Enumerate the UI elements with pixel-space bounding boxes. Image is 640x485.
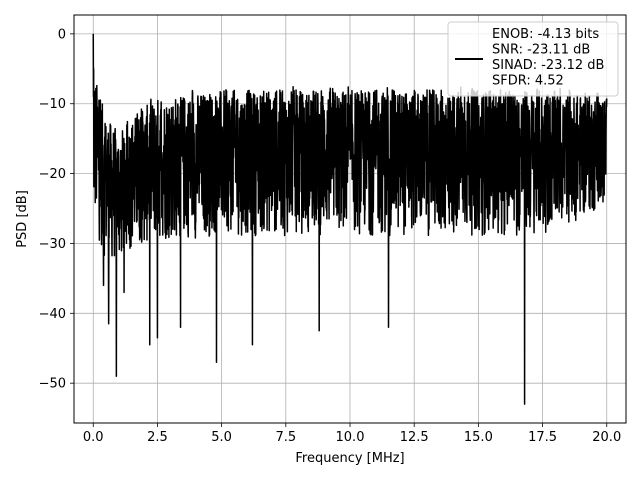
legend-line: ENOB: -4.13 bits bbox=[492, 27, 599, 42]
psd-series-line bbox=[92, 33, 608, 405]
y-tick-label: −30 bbox=[39, 237, 66, 252]
legend-box bbox=[447, 21, 619, 97]
x-tick-label: 10.0 bbox=[336, 430, 365, 445]
y-tick-label: −10 bbox=[39, 97, 66, 112]
x-tick-label: 12.5 bbox=[400, 430, 429, 445]
x-tick-label: 0.0 bbox=[83, 430, 104, 445]
x-axis-label: Frequency [MHz] bbox=[295, 451, 404, 466]
legend-line: SNR: -23.11 dB bbox=[492, 43, 590, 58]
x-tick-label: 17.5 bbox=[528, 430, 557, 445]
y-axis-label: PSD [dB] bbox=[15, 190, 30, 248]
legend-entry: ENOB: -4.13 bits SNR: -23.11 dB SINAD: -23… bbox=[492, 27, 604, 89]
y-tick-label: −50 bbox=[39, 377, 66, 392]
x-tick-label: 15.0 bbox=[464, 430, 493, 445]
x-tick-label: 5.0 bbox=[211, 430, 232, 445]
x-tick-label: 7.5 bbox=[275, 430, 296, 445]
plot-frame bbox=[73, 14, 627, 424]
y-tick-label: 0 bbox=[58, 27, 66, 42]
legend-line: SINAD: -23.12 dB bbox=[492, 58, 604, 73]
y-tick-label: −20 bbox=[39, 167, 66, 182]
x-axis-ticks: 0.0 2.5 5.0 7.5 10.0 12.5 15.0 17.5 20.0 bbox=[83, 423, 621, 445]
legend-line: SFDR: 4.52 bbox=[492, 74, 564, 89]
x-tick-label: 20.0 bbox=[592, 430, 621, 445]
y-axis-ticks: 0 −10 −20 −30 −40 −50 bbox=[39, 27, 74, 392]
y-tick-label: −40 bbox=[39, 307, 66, 322]
legend: ENOB: -4.13 bits SNR: -23.11 dB SINAD: -23… bbox=[447, 21, 619, 97]
x-tick-label: 2.5 bbox=[147, 430, 168, 445]
